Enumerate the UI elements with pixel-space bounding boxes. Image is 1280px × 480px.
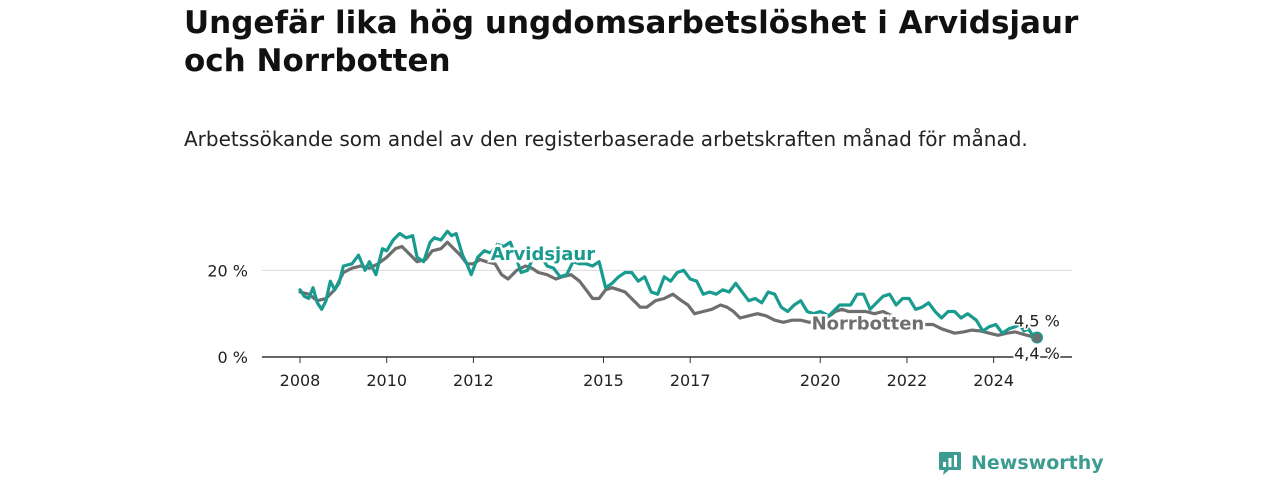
series-label-arvidsjaur: Arvidsjaur xyxy=(491,244,595,265)
x-tick-label: 2012 xyxy=(453,371,494,390)
x-tick-label: 2010 xyxy=(366,371,407,390)
brand-logo[interactable]: Newsworthy xyxy=(937,448,1104,478)
label-layer: 4,5 % 4,4 % Arvidsjaur Norrbotten xyxy=(488,242,1061,365)
grid-layer xyxy=(262,269,1072,358)
series-line-norrbotten xyxy=(298,240,1039,340)
newsworthy-logo-icon xyxy=(939,452,961,475)
y-tick-label: 20 % xyxy=(207,261,248,280)
axis-layer: 0 % 20 % 2008 2010 2012 2015 2017 2020 2022 2024 xyxy=(207,261,1014,390)
x-tick-label: 2008 xyxy=(280,371,321,390)
chart-title: Ungefär lika hög ungdomsarbetslöshet i A… xyxy=(184,5,1079,79)
series-line-arvidsjaur xyxy=(298,229,1039,340)
x-tick-label: 2015 xyxy=(583,371,624,390)
end-value-label-norrbotten: 4,4 % xyxy=(1014,344,1060,363)
y-tick-label: 0 % xyxy=(218,348,248,367)
x-tick-label: 2020 xyxy=(800,371,841,390)
chart-subtitle: Arbetssökande som andel av den registerb… xyxy=(184,127,1028,151)
x-tick-label: 2024 xyxy=(973,371,1014,390)
series-layer xyxy=(298,229,1043,344)
end-value-label-arvidsjaur: 4,5 % xyxy=(1014,312,1060,331)
series-label-norrbotten: Norrbotten xyxy=(812,313,925,334)
end-point-norrbotten xyxy=(1032,333,1042,343)
line-chart: 0 %20 %2008 2010 2012 2015 2017 2020 2022 2024 … xyxy=(207,229,1072,390)
brand-name: Newsworthy xyxy=(971,452,1104,474)
x-tick-label: 2022 xyxy=(887,371,928,390)
x-tick-label: 2017 xyxy=(670,371,711,390)
